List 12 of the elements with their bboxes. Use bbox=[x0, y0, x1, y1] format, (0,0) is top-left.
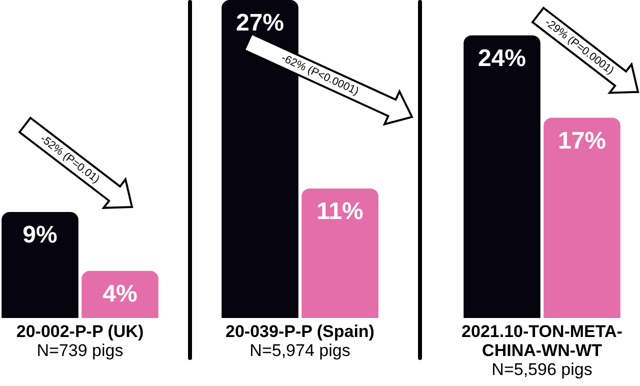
data-label: 27% bbox=[236, 10, 284, 37]
data-label: 4% bbox=[102, 280, 138, 308]
text: N=5,596 pigs bbox=[490, 360, 594, 379]
x-axis-title: 2021.10-TON-META-CHINA-WN-WT bbox=[460, 322, 624, 360]
data-label: 11% bbox=[316, 198, 364, 226]
data-label: 17% bbox=[558, 127, 606, 154]
text: N=739 pigs bbox=[36, 341, 124, 360]
data-label: 24% bbox=[478, 44, 526, 72]
data-label: 9% bbox=[22, 222, 58, 249]
text: N=5,974 pigs bbox=[248, 341, 352, 360]
x-axis-title: 20-002-P-P (UK) bbox=[15, 322, 145, 341]
x-axis-title: 20-039-P-P (Spain) bbox=[224, 322, 376, 341]
